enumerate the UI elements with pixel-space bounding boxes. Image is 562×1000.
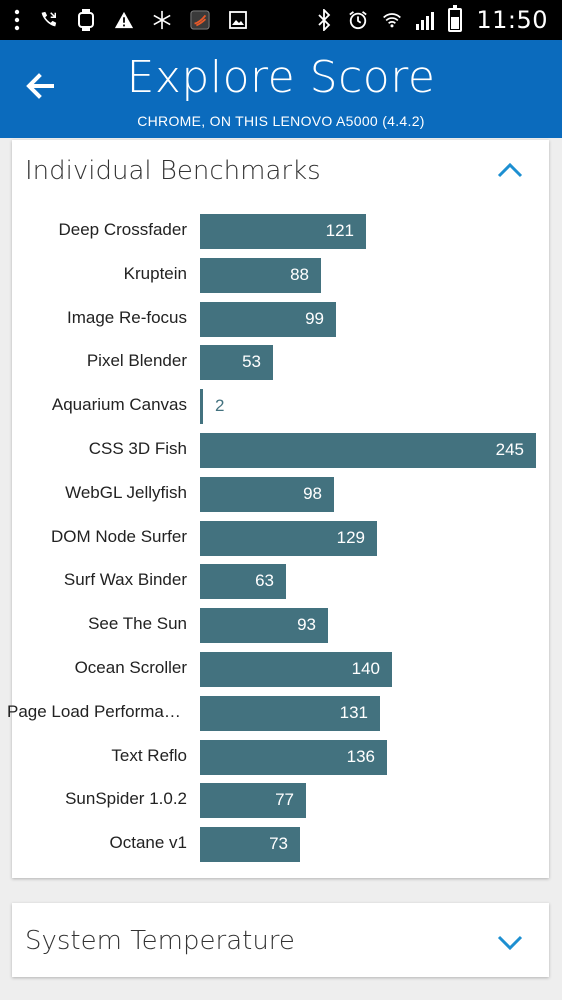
benchmark-label: Octane v1: [109, 833, 188, 853]
status-bar-right: 11:50: [314, 5, 562, 34]
benchmark-label: DOM Node Surfer: [50, 526, 187, 546]
benchmark-value: 99: [305, 308, 324, 328]
status-bar: 11:50: [0, 0, 562, 40]
status-bar-left: [0, 9, 248, 31]
benchmark-label: Kruptein: [123, 263, 187, 283]
benchmark-value: 73: [269, 834, 288, 854]
benchmark-bar-chart: Deep Crossfader 121 Kruptein 88 Image Re-foc…: [7, 212, 549, 869]
benchmark-bar: [200, 608, 328, 644]
benchmark-bar: [200, 389, 203, 425]
benchmark-label: WebGL Jellyfish: [65, 482, 187, 502]
benchmark-label: Text Reflo: [111, 745, 187, 765]
benchmark-value: 131: [339, 702, 368, 722]
benchmark-value: 140: [351, 658, 380, 678]
benchmark-label: Image Re-focus: [67, 307, 187, 327]
benchmark-label: See The Sun: [88, 614, 187, 634]
app-icon: [190, 10, 210, 30]
warning-icon: [114, 10, 134, 30]
benchmark-label: Aquarium Canvas: [51, 395, 187, 415]
benchmark-bar: [200, 345, 273, 381]
benchmark-label: Surf Wax Binder: [63, 570, 187, 590]
benchmark-value: 121: [325, 221, 354, 240]
benchmark-label: CSS 3D Fish: [88, 438, 187, 458]
benchmark-bar: [200, 827, 300, 863]
benchmark-bar: [200, 476, 334, 512]
individual-benchmarks-title: Individual Benchmarks: [25, 156, 321, 186]
benchmark-bar: [200, 520, 377, 556]
page-subtitle: CHROME, ON THIS LENOVO A5000 (4.4.2): [137, 113, 425, 129]
benchmark-row: Kruptein 88: [12, 256, 549, 300]
benchmark-value: 88: [290, 264, 309, 284]
status-time: 11:50: [476, 6, 548, 34]
benchmark-row: Pixel Blender 53: [12, 343, 549, 387]
benchmark-bar: [200, 651, 392, 687]
benchmark-bar: [200, 564, 286, 600]
benchmark-value: 93: [297, 615, 316, 635]
back-arrow-icon[interactable]: [22, 68, 58, 104]
bluetooth-icon: [314, 9, 334, 31]
benchmark-label: Pixel Blender: [86, 351, 187, 371]
benchmark-value: 129: [336, 527, 365, 547]
benchmark-value: 77: [275, 790, 294, 810]
alarm-icon: [348, 10, 368, 30]
system-temperature-card[interactable]: System Temperature: [12, 903, 549, 977]
signal-icon: [416, 10, 435, 30]
benchmark-value: 136: [346, 746, 375, 766]
benchmark-value: 63: [255, 571, 274, 591]
benchmark-bar: [200, 783, 306, 819]
chevron-up-icon[interactable]: [497, 162, 523, 178]
benchmark-row: Octane v1 73: [12, 825, 549, 869]
benchmark-row: Deep Crossfader 121: [12, 212, 549, 256]
benchmark-bar: [200, 301, 336, 337]
benchmark-row: Ocean Scroller 140: [12, 650, 549, 694]
wifi-icon: [382, 10, 402, 30]
benchmark-row: Image Re-focus 99: [12, 300, 549, 344]
more-vert-icon: [14, 9, 20, 31]
benchmark-label: Page Load Performan...: [7, 701, 187, 721]
benchmark-bar: [200, 695, 380, 731]
system-temperature-title: System Temperature: [25, 926, 295, 956]
image-icon: [228, 10, 248, 30]
benchmark-value: 53: [242, 352, 261, 372]
benchmark-bar: [200, 257, 321, 293]
benchmark-bar: [200, 739, 387, 775]
watch-icon: [76, 9, 96, 31]
benchmark-row: Page Load Performan... 131: [7, 694, 549, 738]
snowflake-icon: [152, 10, 172, 30]
benchmark-row: SunSpider 1.0.2 77: [12, 781, 549, 825]
missed-call-icon: [38, 10, 58, 30]
benchmark-row: Text Reflo 136: [12, 738, 549, 782]
benchmark-row: DOM Node Surfer 129: [12, 519, 549, 563]
benchmark-bar: [200, 214, 366, 249]
benchmark-value: 98: [303, 483, 322, 503]
battery-icon: [448, 5, 463, 32]
benchmark-bar: [200, 432, 536, 468]
app-header: Explore Score CHROME, ON THIS LENOVO A50…: [0, 40, 562, 138]
benchmark-row: Surf Wax Binder 63: [12, 562, 549, 606]
benchmark-value: 2: [215, 396, 225, 416]
benchmark-label: Deep Crossfader: [58, 220, 187, 239]
benchmark-label: SunSpider 1.0.2: [65, 789, 187, 809]
benchmark-row: WebGL Jellyfish 98: [12, 475, 549, 519]
page-title: Explore Score: [126, 52, 436, 103]
chevron-down-icon[interactable]: [497, 935, 523, 951]
individual-benchmarks-card: Individual Benchmarks Deep Crossfader 121…: [7, 140, 549, 878]
benchmark-row: See The Sun 93: [12, 606, 549, 650]
benchmark-value: 245: [495, 439, 524, 459]
benchmark-row: Aquarium Canvas 2: [12, 387, 549, 431]
benchmark-row: CSS 3D Fish 245: [12, 431, 549, 475]
benchmark-label: Ocean Scroller: [74, 657, 187, 677]
